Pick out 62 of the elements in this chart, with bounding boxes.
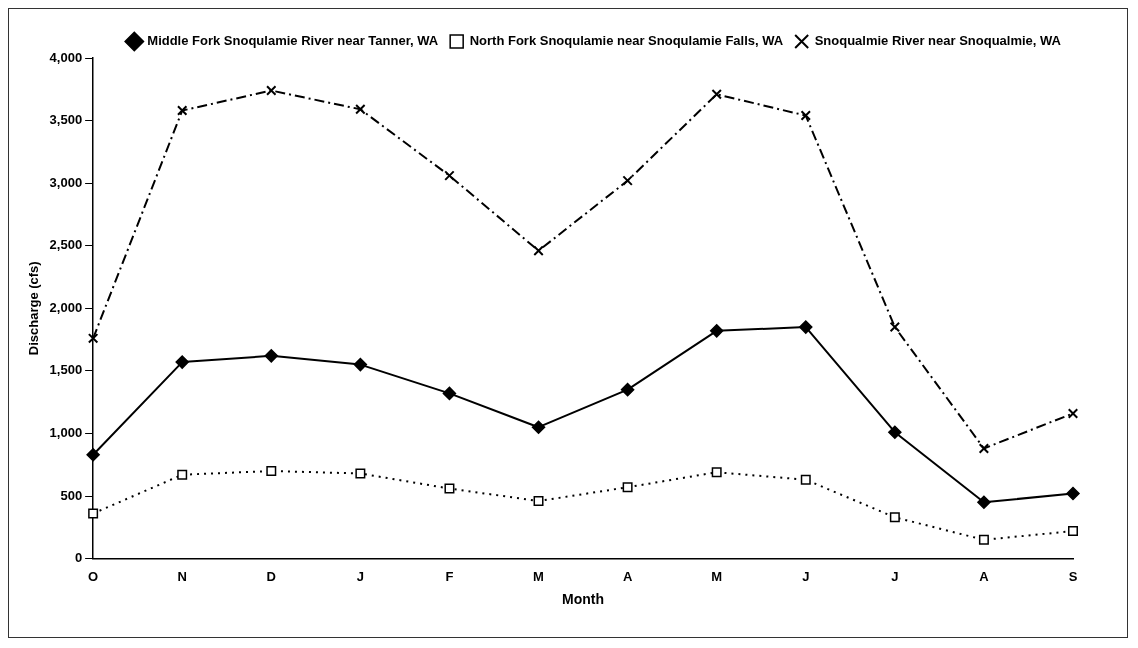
point [175,355,189,369]
y-tick-label: 3,000 [49,174,83,190]
x-tick-label: O [88,568,99,584]
point [978,443,990,454]
point [533,245,544,256]
point [88,508,99,519]
y-tick-label: 2,500 [49,237,83,253]
point [177,469,188,480]
point [711,467,722,478]
point [355,468,366,479]
point [800,474,811,485]
point [533,496,544,507]
y-tick-label: 3,500 [49,112,83,128]
point [87,333,99,344]
point [889,321,901,333]
y-tick-label: 2,000 [49,299,83,315]
x-axis-title: Month [562,591,605,608]
point [709,324,724,338]
point [444,170,455,181]
point [86,447,100,462]
point [355,104,366,115]
point [889,512,900,523]
point [264,349,279,363]
point [620,382,635,397]
x-tick-label: F [445,568,454,584]
x-tick-label: D [266,568,276,584]
point [800,110,812,121]
x-tick-label: N [177,568,187,584]
point [266,466,277,476]
x-tick-label: J [891,568,899,584]
y-tick-label: 500 [60,487,83,503]
x-tick-label: M [533,568,544,584]
y-tick-label: 1,500 [49,362,83,378]
legend-label: North Fork Snoqulamie near Snoqulamie Falls, WA [469,33,784,49]
point [622,482,633,493]
y-tick-label: 1,000 [49,425,83,441]
point [266,85,277,96]
x-tick-label: A [622,568,633,584]
point [977,495,991,510]
point [888,425,902,439]
x-tick-label: M [711,568,723,584]
point [1067,408,1079,419]
x-tick-label: J [802,568,810,584]
x-tick-label: J [356,568,364,584]
point [531,420,546,434]
y-tick-label: 4,000 [49,49,83,65]
legend-label: Snoqualmie River near Snoqualmie, WA [814,33,1062,49]
point [622,175,633,186]
point [711,89,722,100]
point [1066,486,1080,501]
point [353,357,368,372]
y-tick-label: 0 [74,550,83,566]
x-tick-label: A [979,568,990,584]
legend-label: Middle Fork Snoqulamie River near Tanner, WA [147,33,439,49]
point [444,483,455,494]
point [176,105,188,116]
point [978,534,989,545]
point [799,320,813,334]
y-axis-title: Discharge (cfs) [26,261,42,356]
point [1068,526,1078,537]
x-tick-label: S [1068,568,1078,584]
point [442,386,457,401]
